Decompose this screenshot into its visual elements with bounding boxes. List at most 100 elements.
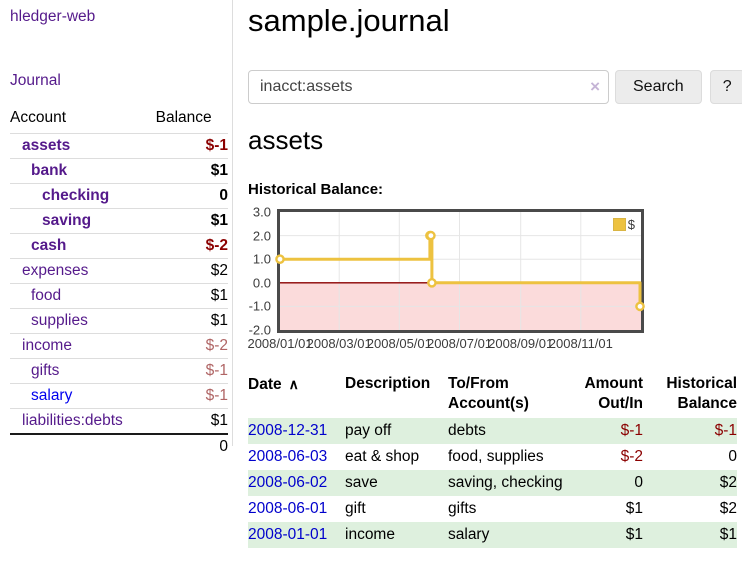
account-link-expenses[interactable]: expenses	[22, 262, 89, 279]
register-table: Date ∧ Description To/From Account(s) Amo…	[248, 374, 737, 548]
txn-accounts: saving, checking	[448, 474, 563, 491]
account-link-bank[interactable]: bank	[31, 162, 68, 179]
main-content: sample.journal × Search ? assets Histori…	[233, 0, 742, 548]
clear-search-icon[interactable]: ×	[590, 77, 600, 96]
x-tick-label: 2008/11/01	[548, 336, 613, 351]
txn-accounts: debts	[448, 422, 486, 439]
search-box: ×	[248, 70, 609, 104]
account-row: checking 0	[10, 183, 228, 209]
x-tick-label: 2008/09/01	[488, 336, 554, 351]
account-row: food $1	[10, 283, 228, 309]
account-row: salary $-1	[10, 383, 228, 409]
search-button[interactable]: Search	[615, 70, 702, 104]
account-row: cash $-2	[10, 233, 228, 259]
chart-canvas	[275, 212, 645, 330]
txn-date-link[interactable]: 2008-06-02	[248, 474, 328, 491]
app-title-link[interactable]: hledger-web	[10, 8, 96, 25]
chart-plot-area[interactable]: $	[275, 209, 645, 333]
account-row: supplies $1	[10, 308, 228, 334]
account-balance: $1	[210, 412, 228, 429]
help-button[interactable]: ?	[709, 70, 742, 104]
account-link-salary[interactable]: salary	[31, 387, 73, 404]
txn-description: pay off	[345, 422, 392, 439]
register-header-date[interactable]: Date ∧	[248, 374, 345, 418]
x-tick-label: 2008/07/01	[426, 336, 493, 351]
y-tick-label: 1.0	[252, 251, 271, 267]
account-row: expenses $2	[10, 258, 228, 284]
search-input[interactable]	[248, 70, 609, 104]
register-header-balance: Historical Balance	[666, 375, 737, 412]
account-heading: assets	[248, 125, 324, 155]
y-tick-label: 3.0	[252, 204, 271, 220]
account-balance: $-1	[205, 137, 228, 154]
register-row: 2008-06-03 eat & shop food, supplies $-2…	[248, 444, 737, 470]
accounts-header-balance: Balance	[155, 109, 212, 126]
account-link-food[interactable]: food	[31, 287, 62, 304]
txn-amount: $-2	[620, 448, 643, 465]
account-row: bank $1	[10, 158, 228, 184]
accounts-total: 0	[219, 438, 228, 455]
y-tick-label: -2.0	[248, 322, 271, 338]
account-link-checking[interactable]: checking	[42, 187, 110, 204]
account-balance: $1	[210, 162, 228, 179]
register-header-row: Date ∧ Description To/From Account(s) Amo…	[248, 374, 737, 418]
account-balance: $1	[210, 212, 228, 229]
chart-legend: $	[612, 217, 635, 232]
register-row: 2008-06-02 save saving, checking 0 $2	[248, 470, 737, 496]
account-balance: $2	[210, 262, 228, 279]
account-balance: $1	[210, 312, 228, 329]
txn-description: save	[345, 474, 378, 491]
txn-date-link[interactable]: 2008-06-03	[248, 448, 328, 465]
account-link-cash[interactable]: cash	[31, 237, 67, 254]
historical-balance-chart[interactable]: 3.0 2.0 1.0 0.0 -1.0 -2.0 $ 2008/01/01 2008/03…	[247, 205, 645, 351]
chart-title: Historical Balance:	[248, 181, 384, 198]
account-link-income[interactable]: income	[22, 337, 72, 354]
txn-amount: $-1	[620, 422, 643, 439]
register-header-amount: Amount Out/In	[584, 375, 643, 412]
txn-accounts: gifts	[448, 500, 477, 517]
txn-balance: 0	[728, 448, 737, 465]
account-link-assets[interactable]: assets	[22, 137, 71, 154]
account-row: income $-2	[10, 333, 228, 359]
x-tick-label: 2008/03/01	[306, 336, 372, 351]
account-balance: $-2	[205, 237, 228, 254]
account-link-saving[interactable]: saving	[42, 212, 92, 229]
sidebar: hledger-web Journal Account Balance asse…	[0, 0, 233, 455]
register-row: 2008-06-01 gift gifts $1 $2	[248, 496, 737, 522]
account-link-gifts[interactable]: gifts	[31, 362, 60, 379]
accounts-header-account: Account	[10, 109, 67, 126]
y-tick-label: -1.0	[248, 298, 271, 314]
txn-date-link[interactable]: 2008-06-01	[248, 500, 328, 517]
y-tick-label: 2.0	[252, 228, 271, 244]
accounts-total-row: 0	[10, 434, 228, 459]
txn-balance: $1	[719, 526, 737, 543]
txn-description: eat & shop	[345, 448, 420, 465]
txn-amount: 0	[634, 474, 643, 491]
account-balance: 0	[219, 187, 228, 204]
y-tick-label: 0.0	[252, 275, 271, 291]
x-tick-label: 2008/05/01	[366, 336, 432, 351]
sidebar-item-journal[interactable]: Journal	[10, 72, 61, 89]
account-row: gifts $-1	[10, 358, 228, 384]
txn-description: gift	[345, 500, 366, 517]
txn-date-link[interactable]: 2008-01-01	[248, 526, 328, 543]
register-row: 2008-01-01 income salary $1 $1	[248, 522, 737, 548]
register-header-accounts: To/From Account(s)	[448, 375, 529, 412]
txn-accounts: food, supplies	[448, 448, 544, 465]
account-row: liabilities:debts $1	[10, 408, 228, 435]
account-link-supplies[interactable]: supplies	[31, 312, 88, 329]
txn-date-link[interactable]: 2008-12-31	[248, 422, 328, 439]
hledger-web-app: hledger-web Journal Account Balance asse…	[0, 0, 742, 548]
account-row: assets $-1	[10, 133, 228, 159]
txn-balance: $2	[719, 500, 737, 517]
account-link-liabilities-debts[interactable]: liabilities:debts	[22, 412, 123, 429]
legend-label: $	[627, 217, 635, 232]
account-balance: $-1	[205, 387, 228, 404]
legend-color-swatch	[612, 218, 626, 231]
register-header-description: Description	[345, 375, 431, 392]
search-form: × Search ?	[248, 70, 742, 104]
chart-x-axis-labels: 2008/01/01 2008/03/01 2008/05/01 2008/07/01…	[247, 333, 641, 351]
sort-asc-icon: ∧	[288, 376, 299, 392]
account-balance: $-2	[205, 337, 228, 354]
txn-accounts: salary	[448, 526, 490, 543]
